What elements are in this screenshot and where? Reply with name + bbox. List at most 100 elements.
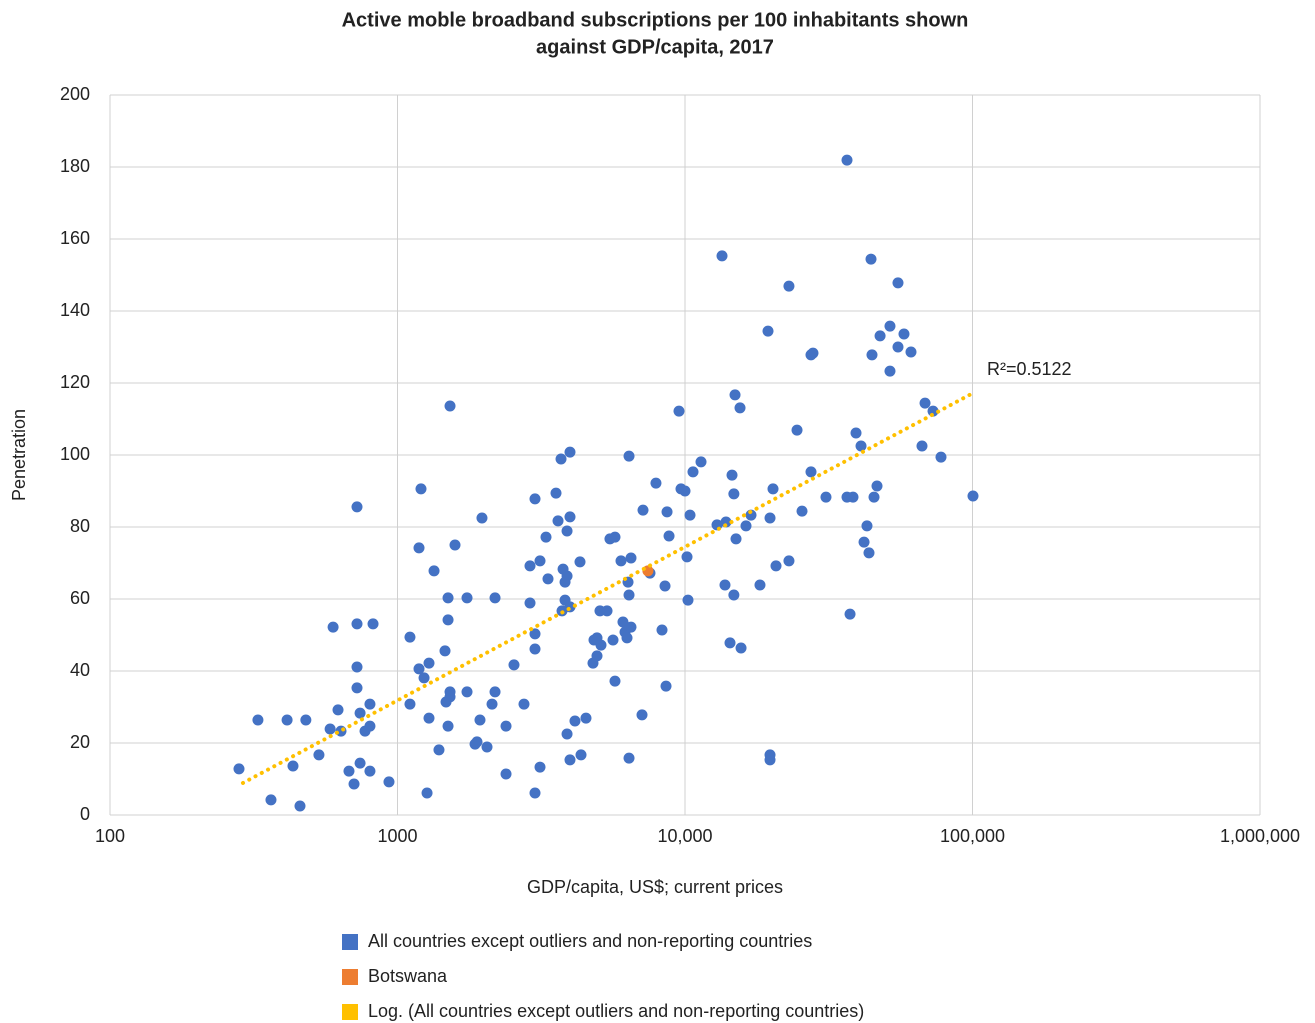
data-point [724,637,736,649]
data-point [770,560,782,572]
data-point [615,555,627,567]
data-point [919,397,931,409]
x-tick-label: 1000 [377,826,417,846]
data-point [740,520,752,532]
data-point [383,776,395,788]
data-point [764,754,776,766]
data-point [617,616,629,628]
data-point [623,450,635,462]
data-point [433,744,445,756]
legend-swatch [342,934,358,950]
data-point [661,506,673,518]
data-point [327,621,339,633]
data-point [892,341,904,353]
data-point [796,505,808,517]
chart-title: against GDP/capita, 2017 [536,36,774,58]
data-point [660,680,672,692]
data-point [861,520,873,532]
data-point [542,573,554,585]
data-point [534,555,546,567]
data-point [623,752,635,764]
data-point [423,712,435,724]
data-point [716,250,728,262]
data-point [444,400,456,412]
data-point [884,365,896,377]
data-point [500,768,512,780]
y-tick-label: 60 [70,588,90,608]
data-point [659,580,671,592]
y-tick-label: 120 [60,372,90,392]
y-tick-label: 20 [70,732,90,752]
x-axis-label: GDP/capita, US$; current prices [527,877,783,897]
data-point [679,485,691,497]
data-point [287,760,299,772]
data-point [783,555,795,567]
data-point [461,592,473,604]
data-point [428,565,440,577]
data-point [529,643,541,655]
data-point [439,645,451,657]
data-point [682,594,694,606]
data-point [601,605,613,617]
data-point [916,440,928,452]
data-point [364,698,376,710]
data-point [637,504,649,516]
y-tick-label: 0 [80,804,90,824]
y-tick-label: 40 [70,660,90,680]
data-point [474,714,486,726]
data-point [762,325,774,337]
x-tick-label: 1,000,000 [1220,826,1300,846]
data-point [663,530,675,542]
data-point [684,509,696,521]
data-point [569,715,581,727]
data-point [313,749,325,761]
data-point [354,707,366,719]
data-point [354,757,366,769]
data-point [863,547,875,559]
data-point [351,682,363,694]
data-point [550,487,562,499]
data-point [858,536,870,548]
grid: 0 20 40 60 80 100 120 140 160 180 200 100 1000 10,000… [60,84,1300,846]
data-point [324,723,336,735]
data-point [561,525,573,537]
data-point [892,277,904,289]
data-point [364,720,376,732]
data-point [855,440,867,452]
data-point [844,608,856,620]
legend-swatch [342,1004,358,1020]
y-tick-label: 180 [60,156,90,176]
data-point [720,516,732,528]
data-point [884,320,896,332]
data-point [442,614,454,626]
data-point [404,631,416,643]
data-point [444,691,456,703]
data-point [300,714,312,726]
data-point [734,402,746,414]
legend-label: All countries except outliers and non-re… [368,931,812,951]
data-point [476,512,488,524]
data-point [534,761,546,773]
data-point [343,765,355,777]
y-tick-label: 160 [60,228,90,248]
data-point [564,511,576,523]
data-point [413,542,425,554]
data-point [719,579,731,591]
y-tick-label: 100 [60,444,90,464]
data-point [404,698,416,710]
data-point [623,589,635,601]
data-point [656,624,668,636]
data-point [489,592,501,604]
data-point [486,698,498,710]
data-point [471,736,483,748]
data-point [294,800,306,812]
data-point [621,632,633,644]
data-point [728,488,740,500]
data-point [552,515,564,527]
y-tick-label: 200 [60,84,90,104]
chart-title: Active moble broadband subscriptions per… [342,9,969,31]
data-point [847,491,859,503]
data-point [561,570,573,582]
data-point [625,621,637,633]
data-point [529,787,541,799]
